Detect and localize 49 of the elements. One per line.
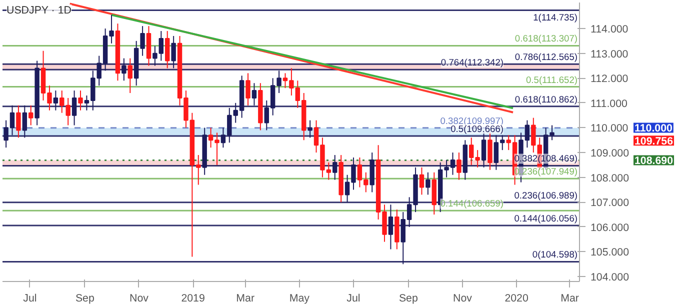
y-tick-label: 104.000: [590, 272, 630, 284]
ref-line-label: 0.786(112.565): [514, 52, 578, 62]
candlestick: [426, 172, 430, 196]
y-tick-label: 113.000: [590, 48, 628, 60]
x-tick-label: Sep: [75, 292, 94, 304]
candlestick: [456, 152, 462, 180]
y-tick-label: 106.000: [590, 222, 630, 234]
candlestick: [488, 132, 492, 170]
text: 108.690: [634, 155, 674, 168]
x-tick-label: 2020: [504, 292, 528, 304]
ref-line-label: 0.764(112.342): [440, 58, 504, 68]
ref-line-label: 0.5(109.666): [450, 124, 504, 134]
y-tick-label: 111.000: [590, 98, 628, 110]
y-tick-label: 109.000: [590, 148, 630, 160]
candlestick: [246, 72, 250, 106]
ref-line-label: 0.144(106.659): [440, 198, 504, 209]
chart-title: USDJPY · 1D: [6, 4, 72, 16]
x-tick-label: May: [289, 292, 310, 304]
x-tick-label: Jul: [23, 292, 37, 304]
ref-line-label: 0.618(113.307): [514, 34, 578, 44]
y-tick-label: 114.000: [590, 24, 628, 36]
candlestick: [128, 58, 132, 94]
ref-line-label: 0.5(111.652): [526, 74, 578, 85]
ref-line-label: 0.382(109.997): [440, 116, 504, 126]
candlestick: [78, 90, 83, 111]
x-tick-label: Nov: [453, 292, 473, 304]
x-tick-label: Mar: [560, 292, 580, 304]
y-tick-label: 110.000: [590, 122, 628, 135]
ref-line-label: 0(104.598): [532, 250, 578, 260]
y-tick-label: 107.000: [590, 197, 630, 210]
x-tick-label: Nov: [130, 292, 150, 304]
x-tick-label: Jul: [346, 292, 360, 304]
text: 109.756: [634, 136, 674, 148]
y-tick-label: 112.000: [590, 73, 628, 86]
ref-line-label: 0.382(108.469): [514, 154, 578, 164]
candlestick: [419, 166, 424, 196]
candlestick: [28, 104, 34, 126]
ref-line-label: 0.618(110.862): [514, 94, 578, 104]
candlestick: [16, 104, 21, 138]
x-tick-label: Sep: [398, 292, 418, 304]
x-tick-label: 2019: [181, 292, 205, 304]
candlestick: [164, 30, 170, 69]
ref-line-label: 1(114.735): [533, 12, 578, 22]
y-tick-label: 105.000: [590, 246, 630, 259]
x-tick-label: Mar: [236, 292, 255, 304]
ref-line-label: 0.236(106.989): [514, 190, 578, 200]
ref-line-label: 0.144(106.056): [514, 214, 578, 224]
y-tick-label: 108.000: [590, 172, 630, 184]
text: 110.000: [634, 122, 673, 135]
